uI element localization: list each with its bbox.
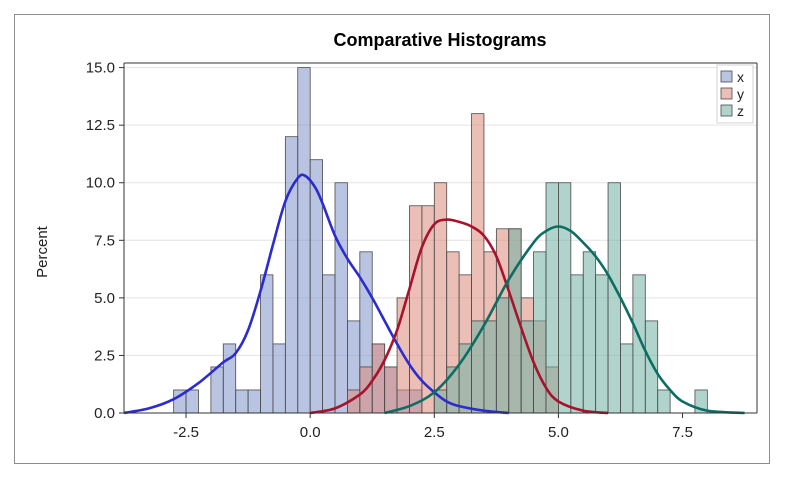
bar-z-18 [657,389,671,414]
bar-z-14 [607,182,621,414]
bar-z-15 [620,343,634,414]
y-tick-label-2: 5.0 [94,290,115,307]
legend-swatch-x [720,70,733,83]
x-tick-label-0: -2.5 [173,424,199,441]
chart-title: Comparative Histograms [333,30,546,50]
bar-x-8 [284,136,299,414]
legend-swatch-z [720,104,733,117]
bar-y-7 [433,182,448,414]
y-tick-label-0: 0.0 [94,405,115,422]
y-tick-label-6: 15.0 [86,60,115,77]
axes: 0.0 2.5 5.0 7.5 10.0 12.5 15.0 -2.5 0.0 2.5 5.0 7.5 [86,60,758,441]
y-tick-label-3: 7.5 [94,232,115,249]
bar-x-7 [272,343,286,414]
x-tick-label-1: 0.0 [300,424,321,441]
bar-x-6 [260,274,274,414]
y-axis-label: Percent [34,225,51,278]
bar-x-9 [297,67,311,414]
bar-x-1 [185,389,199,414]
bar-y-5 [409,205,423,414]
density-curve-z [384,225,745,415]
bar-z-8 [533,251,547,414]
bar-x-12 [334,182,348,414]
bar-x-11 [322,274,336,414]
x-tick-label-3: 5.0 [548,424,569,441]
legend-label-x: x [737,69,744,85]
legend-swatch-y [720,87,733,100]
bar-x-4 [235,389,249,414]
bar-z-12 [582,251,597,414]
bar-y-3 [384,366,398,414]
bar-z-5 [495,297,510,414]
bar-x-2 [210,366,224,414]
bar-z-9 [545,182,559,414]
density-curve-x [123,173,509,415]
y-tick-label-5: 12.5 [86,117,115,134]
x-tick-label-4: 7.5 [672,424,693,441]
legend-label-z: z [737,103,744,119]
chart-container: Comparative Histograms Percent 0.0 2.5 5.0… [14,14,770,464]
bar-z-4 [483,320,497,414]
y-tick-label-4: 10.0 [86,175,115,192]
bar-z-17 [644,320,659,414]
bar-z-11 [570,274,584,414]
bar-x-5 [247,389,261,414]
x-tick-label-2: 2.5 [424,424,445,441]
y-tick-label-1: 2.5 [94,347,115,364]
legend-label-y: y [737,86,744,102]
density-curve-y [309,218,609,415]
bar-z-10 [558,182,572,414]
bar-z-13 [595,274,609,414]
legend: xyz [716,64,754,124]
density-curves [123,173,745,415]
comparative-histogram-chart: Comparative Histograms Percent 0.0 2.5 5.0… [34,30,758,441]
